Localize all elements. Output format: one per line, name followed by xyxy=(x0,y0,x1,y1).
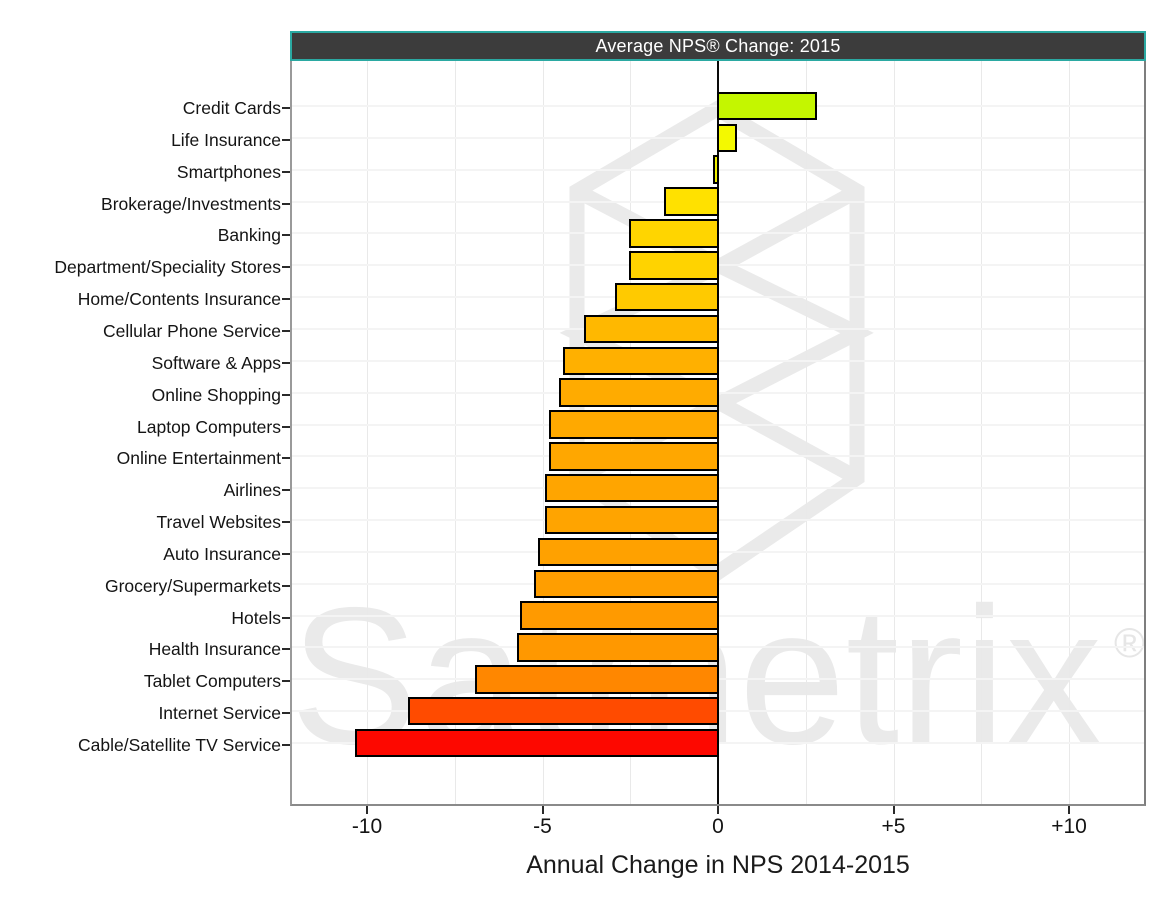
y-axis-label-credit-cards: Credit Cards xyxy=(182,98,281,118)
bar-cellular-phone-service xyxy=(583,314,719,344)
x-axis-tick-label: -5 xyxy=(533,815,552,838)
bar-cable-satellite-tv-service xyxy=(355,728,719,758)
y-axis-tick xyxy=(282,361,290,364)
y-axis-tick xyxy=(282,202,290,205)
y-axis-tick xyxy=(282,266,290,269)
y-axis-label-banking: Banking xyxy=(217,225,281,246)
bar-online-entertainment xyxy=(548,442,719,471)
x-axis-tick-label: +5 xyxy=(881,815,906,838)
y-axis-tick xyxy=(282,107,290,109)
x-axis-tick xyxy=(892,806,895,814)
x-axis-tick-label: 0 xyxy=(712,815,724,838)
bar-smartphones xyxy=(713,155,719,184)
y-axis-label-grocery-supermarkets: Grocery/Supermarkets xyxy=(104,575,281,596)
y-axis-label-travel-websites: Travel Websites xyxy=(156,512,281,533)
x-axis-tick xyxy=(1068,806,1070,814)
bar-credit-cards xyxy=(717,91,818,121)
bar-brokerage-investments xyxy=(664,187,719,216)
y-axis-tick xyxy=(282,744,290,746)
y-axis-tick xyxy=(282,521,290,524)
x-axis-tick xyxy=(366,806,368,814)
chart-title: Average NPS® Change: 2015 xyxy=(595,35,841,56)
y-axis-label-tablet-computers: Tablet Computers xyxy=(143,671,281,692)
vertical-gridline xyxy=(805,61,807,804)
y-axis-label-brokerage-investments: Brokerage/Investments xyxy=(101,193,281,214)
chart-title-bar: Average NPS® Change: 2015 xyxy=(290,31,1146,61)
x-axis-tick-label: +10 xyxy=(1051,815,1087,838)
bar-home-contents-insurance xyxy=(615,282,719,312)
vertical-gridline xyxy=(893,61,895,804)
vertical-gridline xyxy=(367,61,368,804)
y-axis-label-internet-service: Internet Service xyxy=(158,703,281,724)
bar-health-insurance xyxy=(516,633,719,662)
y-axis-label-auto-insurance: Auto Insurance xyxy=(163,543,281,564)
registered-mark-icon: ® xyxy=(1114,619,1144,666)
y-axis-tick xyxy=(282,425,290,428)
vertical-gridline xyxy=(981,61,983,804)
bar-software-apps xyxy=(562,346,719,376)
y-axis-tick xyxy=(282,648,290,651)
y-axis-tick xyxy=(282,329,290,332)
vertical-gridline xyxy=(542,61,544,804)
bar-hotels xyxy=(520,601,719,630)
bar-airlines xyxy=(545,473,719,503)
y-axis-label-airlines: Airlines xyxy=(223,480,281,501)
plot-area: Satmetrix ® xyxy=(290,61,1146,806)
y-axis-tick xyxy=(282,234,290,237)
y-axis-tick xyxy=(282,138,290,141)
y-axis-tick xyxy=(282,552,290,555)
y-axis-label-smartphones: Smartphones xyxy=(176,161,281,182)
bar-grocery-supermarkets xyxy=(534,569,719,598)
y-axis-tick xyxy=(282,712,290,715)
bar-life-insurance xyxy=(717,123,737,153)
y-axis-tick xyxy=(282,170,290,173)
bar-auto-insurance xyxy=(537,537,719,567)
vertical-gridline xyxy=(454,61,456,804)
bar-banking xyxy=(629,219,719,248)
x-axis-tick-label: -10 xyxy=(351,815,383,838)
x-axis-tick xyxy=(541,806,544,814)
y-axis-label-cable-satellite-tv-service: Cable/Satellite TV Service xyxy=(78,735,281,755)
y-axis-tick xyxy=(282,584,290,587)
y-axis-label-health-insurance: Health Insurance xyxy=(148,639,281,660)
y-axis-tick xyxy=(282,680,290,683)
y-axis-label-hotels: Hotels xyxy=(231,607,281,628)
y-axis-label-software-apps: Software & Apps xyxy=(151,352,281,373)
y-axis-label-online-entertainment: Online Entertainment xyxy=(116,448,281,469)
y-axis-tick xyxy=(282,393,290,396)
y-axis-label-life-insurance: Life Insurance xyxy=(171,129,281,150)
y-axis-label-laptop-computers: Laptop Computers xyxy=(137,416,281,437)
bar-laptop-computers xyxy=(548,410,719,439)
vertical-gridline xyxy=(1069,61,1070,804)
y-axis-label-department-speciality-stores: Department/Speciality Stores xyxy=(54,257,281,278)
x-axis-title: Annual Change in NPS 2014-2015 xyxy=(526,851,910,879)
bar-tablet-computers xyxy=(474,665,719,694)
y-axis-label-online-shopping: Online Shopping xyxy=(151,384,281,405)
y-axis-tick xyxy=(282,489,290,492)
bar-department-speciality-stores xyxy=(629,251,719,280)
y-axis-tick xyxy=(282,616,290,619)
bar-internet-service xyxy=(408,696,719,726)
y-axis-label-cellular-phone-service: Cellular Phone Service xyxy=(102,320,281,341)
y-axis-tick xyxy=(282,298,290,301)
y-axis-label-home-contents-insurance: Home/Contents Insurance xyxy=(77,289,281,310)
bar-online-shopping xyxy=(559,378,719,407)
x-axis-tick xyxy=(717,806,719,814)
y-axis-tick xyxy=(282,457,290,460)
bar-travel-websites xyxy=(545,505,719,535)
